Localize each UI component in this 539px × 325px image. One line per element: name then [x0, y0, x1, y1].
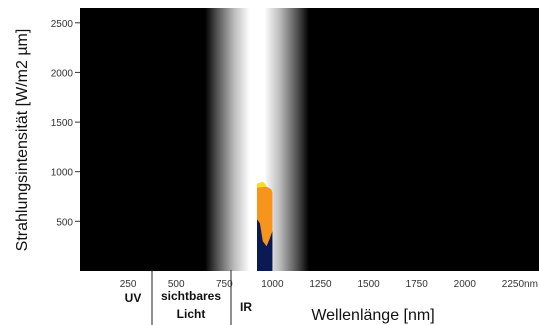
x-tick-label: 500: [168, 279, 185, 290]
x-tick-label: 1500: [357, 279, 380, 290]
x-axis-label: Wellenlänge [nm]: [311, 307, 434, 324]
region-ir-label: IR: [240, 300, 252, 314]
x-tick-label: 1000: [261, 279, 284, 290]
x-tick-label: 1250: [309, 279, 332, 290]
plot-area: [80, 8, 539, 271]
y-tick-label: 500: [56, 217, 73, 228]
y-tick-label: 2000: [51, 68, 74, 79]
series-area-1: [257, 219, 273, 271]
y-axis-ticks: 500 1000 1500 2000 2500: [51, 19, 80, 228]
y-tick-label: 2500: [51, 19, 74, 30]
x-tick-label: 1750: [406, 279, 429, 290]
x-axis-ticks: 250 500 750 1000 1250 1500 1750 2000 2250 nm: [120, 279, 538, 290]
y-axis-label: Strahlungsintensität [W/m2 µm]: [14, 29, 31, 252]
x-unit-label: nm: [524, 279, 538, 290]
y-tick-label: 1000: [51, 168, 74, 179]
region-visible-label-line2: Licht: [177, 307, 206, 321]
x-tick-label: 250: [120, 279, 137, 290]
x-tick-label: 2250: [502, 279, 525, 290]
x-tick-label: 2000: [454, 279, 477, 290]
region-visible-label-line1: sichtbares: [161, 289, 221, 303]
y-tick-label: 1500: [51, 118, 74, 129]
spectrum-tip: [257, 181, 268, 188]
x-tick-label: 750: [216, 279, 233, 290]
series-layer: [257, 181, 273, 271]
region-uv-label: UV: [125, 291, 142, 305]
